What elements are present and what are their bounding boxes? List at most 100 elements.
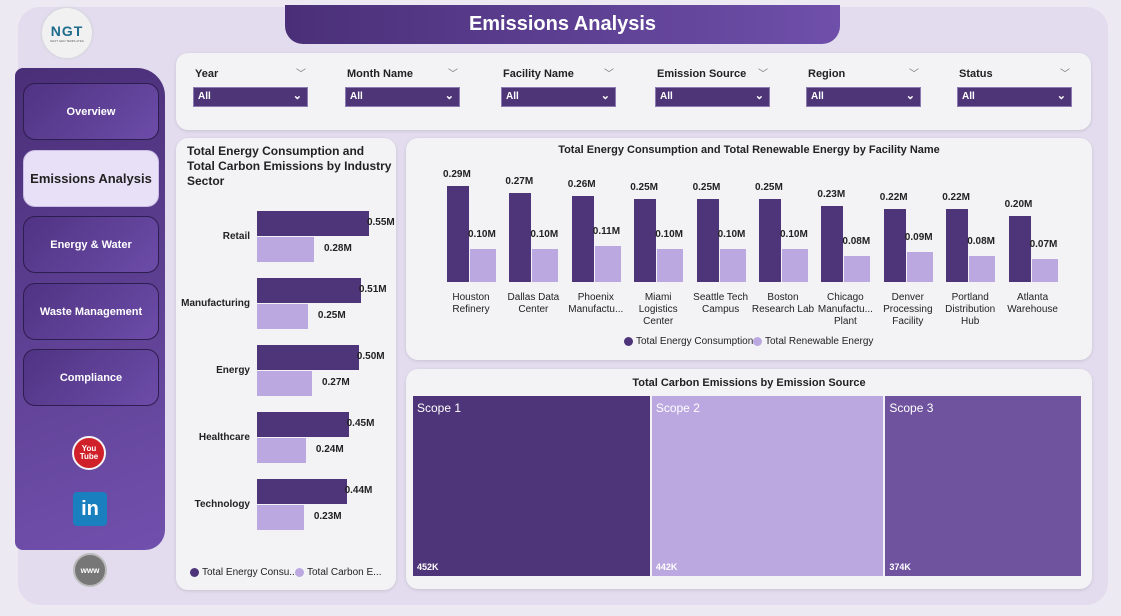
filter-label: Year <box>195 68 219 80</box>
category-label: Technology <box>194 499 250 510</box>
chevron-down-icon: ⌄ <box>600 90 610 102</box>
bar-carbon <box>257 505 304 530</box>
tile-name: Scope 2 <box>655 401 700 415</box>
category-label: Miami Logistics Center <box>638 292 678 327</box>
nav-overview[interactable]: Overview <box>23 83 159 140</box>
chevron-down-icon: ﹀ <box>1060 69 1070 80</box>
bar-energy <box>696 199 719 282</box>
filter-dropdown-month-name[interactable]: All ⌄ <box>345 87 460 107</box>
treemap-title: Total Carbon Emissions by Emission Sourc… <box>632 377 866 389</box>
tile-value: 442K <box>655 562 678 572</box>
data-label: 0.11M <box>592 225 621 237</box>
bar-energy <box>447 186 469 282</box>
data-label: 0.22M <box>879 192 908 204</box>
chevron-down-icon: ﹀ <box>296 69 306 80</box>
filter-dropdown-year[interactable]: All ⌄ <box>193 87 308 107</box>
filter-dropdown-region[interactable]: All ⌄ <box>806 87 921 107</box>
bar-renewable <box>657 248 684 282</box>
category-label: Chicago Manufactu... Plant <box>817 292 873 327</box>
data-label: 0.27M <box>321 377 350 388</box>
nav-emissions-analysis[interactable]: Emissions Analysis <box>23 150 159 207</box>
bar-renewable <box>1031 258 1058 282</box>
data-label: 0.55M <box>366 217 395 228</box>
filter-value: All <box>506 91 519 102</box>
legend-dot <box>753 337 762 346</box>
data-label: 0.20M <box>1004 198 1033 210</box>
data-label: 0.51M <box>358 284 387 295</box>
category-label: Houston Refinery <box>452 292 490 315</box>
bar-carbon <box>257 304 308 329</box>
category-label: Manufacturing <box>181 298 250 309</box>
data-label: 0.09M <box>904 232 933 244</box>
treemap-tile-scope-3[interactable]: Scope 3 374K <box>885 396 1081 576</box>
data-label: 0.10M <box>468 228 496 240</box>
legend-dot <box>295 568 304 577</box>
category-label: Dallas Data Center <box>507 292 560 315</box>
data-label: 0.25M <box>755 182 783 194</box>
filter-dropdown-facility-name[interactable]: All ⌄ <box>501 87 616 107</box>
data-label: 0.08M <box>842 235 871 247</box>
bar-energy <box>1008 215 1031 282</box>
linkedin-icon[interactable]: in <box>73 492 107 526</box>
data-label: 0.26M <box>567 178 596 190</box>
chevron-down-icon: ⌄ <box>1056 90 1066 102</box>
data-label: 0.07M <box>1029 238 1058 250</box>
category-label: Seattle Tech Campus <box>693 292 749 315</box>
bar-energy <box>759 199 781 282</box>
bar-energy <box>257 211 369 236</box>
bar-renewable <box>470 248 496 282</box>
treemap-panel: Total Carbon Emissions by Emission Sourc… <box>406 369 1092 589</box>
category-label: Retail <box>222 231 250 242</box>
chevron-down-icon: ﹀ <box>604 69 614 80</box>
tile-name: Scope 1 <box>417 401 462 415</box>
chevron-down-icon: ﹀ <box>909 69 919 80</box>
sector-chart-panel: Total Energy Consumption and Total Carbo… <box>176 138 396 590</box>
chevron-down-icon: ⌄ <box>292 90 302 102</box>
chevron-down-icon: ⌄ <box>444 90 454 102</box>
bar-energy <box>509 192 532 282</box>
data-label: 0.10M <box>655 228 683 240</box>
youtube-icon[interactable]: You Tube <box>72 436 106 470</box>
bar-energy <box>257 412 349 437</box>
facility-chart-panel: Total Energy Consumption and Total Renew… <box>406 138 1092 360</box>
data-label: 0.22M <box>942 192 970 204</box>
filter-dropdown-emission-source[interactable]: All ⌄ <box>655 87 770 107</box>
filter-value: All <box>660 91 673 102</box>
nav-compliance[interactable]: Compliance <box>23 349 159 406</box>
legend-energy: Total Energy Consu... <box>190 567 298 578</box>
category-label: Atlanta Warehouse <box>1007 292 1058 315</box>
chevron-down-icon: ⌄ <box>905 90 915 102</box>
filter-label: Month Name <box>347 68 413 80</box>
bar-renewable <box>969 255 996 282</box>
data-label: 0.23M <box>817 188 846 200</box>
bar-energy <box>257 278 361 303</box>
chevron-down-icon: ⌄ <box>754 90 764 102</box>
web-icon[interactable]: www <box>73 553 107 587</box>
legend-renewable: Total Renewable Energy <box>753 336 873 347</box>
nav-waste-management[interactable]: Waste Management <box>23 283 159 340</box>
data-label: 0.28M <box>324 243 352 254</box>
bar-renewable <box>782 248 808 282</box>
bar-energy <box>946 209 969 282</box>
treemap-tile-scope-2[interactable]: Scope 2 442K <box>651 396 884 576</box>
data-label: 0.50M <box>356 351 385 362</box>
filter-value: All <box>350 91 363 102</box>
data-label: 0.45M <box>346 418 375 429</box>
filter-label: Status <box>959 68 993 80</box>
bar-energy <box>571 195 594 282</box>
bar-carbon <box>257 237 314 262</box>
category-label: Energy <box>216 365 250 376</box>
data-label: 0.10M <box>780 228 808 240</box>
category-label: Phoenix Manufactu... <box>568 292 624 315</box>
data-label: 0.10M <box>530 228 559 240</box>
filter-dropdown-status[interactable]: All ⌄ <box>957 87 1072 107</box>
filter-value: All <box>962 91 975 102</box>
legend-energy: Total Energy Consumption <box>624 336 753 347</box>
filter-panel: Year ﹀ All ⌄ Month Name ﹀ All ⌄ Facility Name ﹀ Al… <box>176 53 1091 130</box>
filter-label: Facility Name <box>503 68 574 80</box>
treemap-tile-scope-1[interactable]: Scope 1 452K <box>413 396 650 576</box>
chevron-down-icon: ﹀ <box>758 69 768 80</box>
tile-value: 374K <box>889 562 911 572</box>
filter-label: Region <box>808 68 846 80</box>
nav-energy-water[interactable]: Energy & Water <box>23 216 159 273</box>
